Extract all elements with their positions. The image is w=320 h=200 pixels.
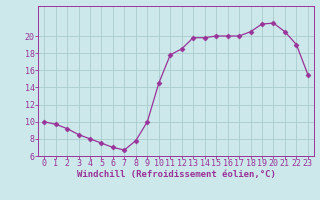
X-axis label: Windchill (Refroidissement éolien,°C): Windchill (Refroidissement éolien,°C) <box>76 170 276 179</box>
